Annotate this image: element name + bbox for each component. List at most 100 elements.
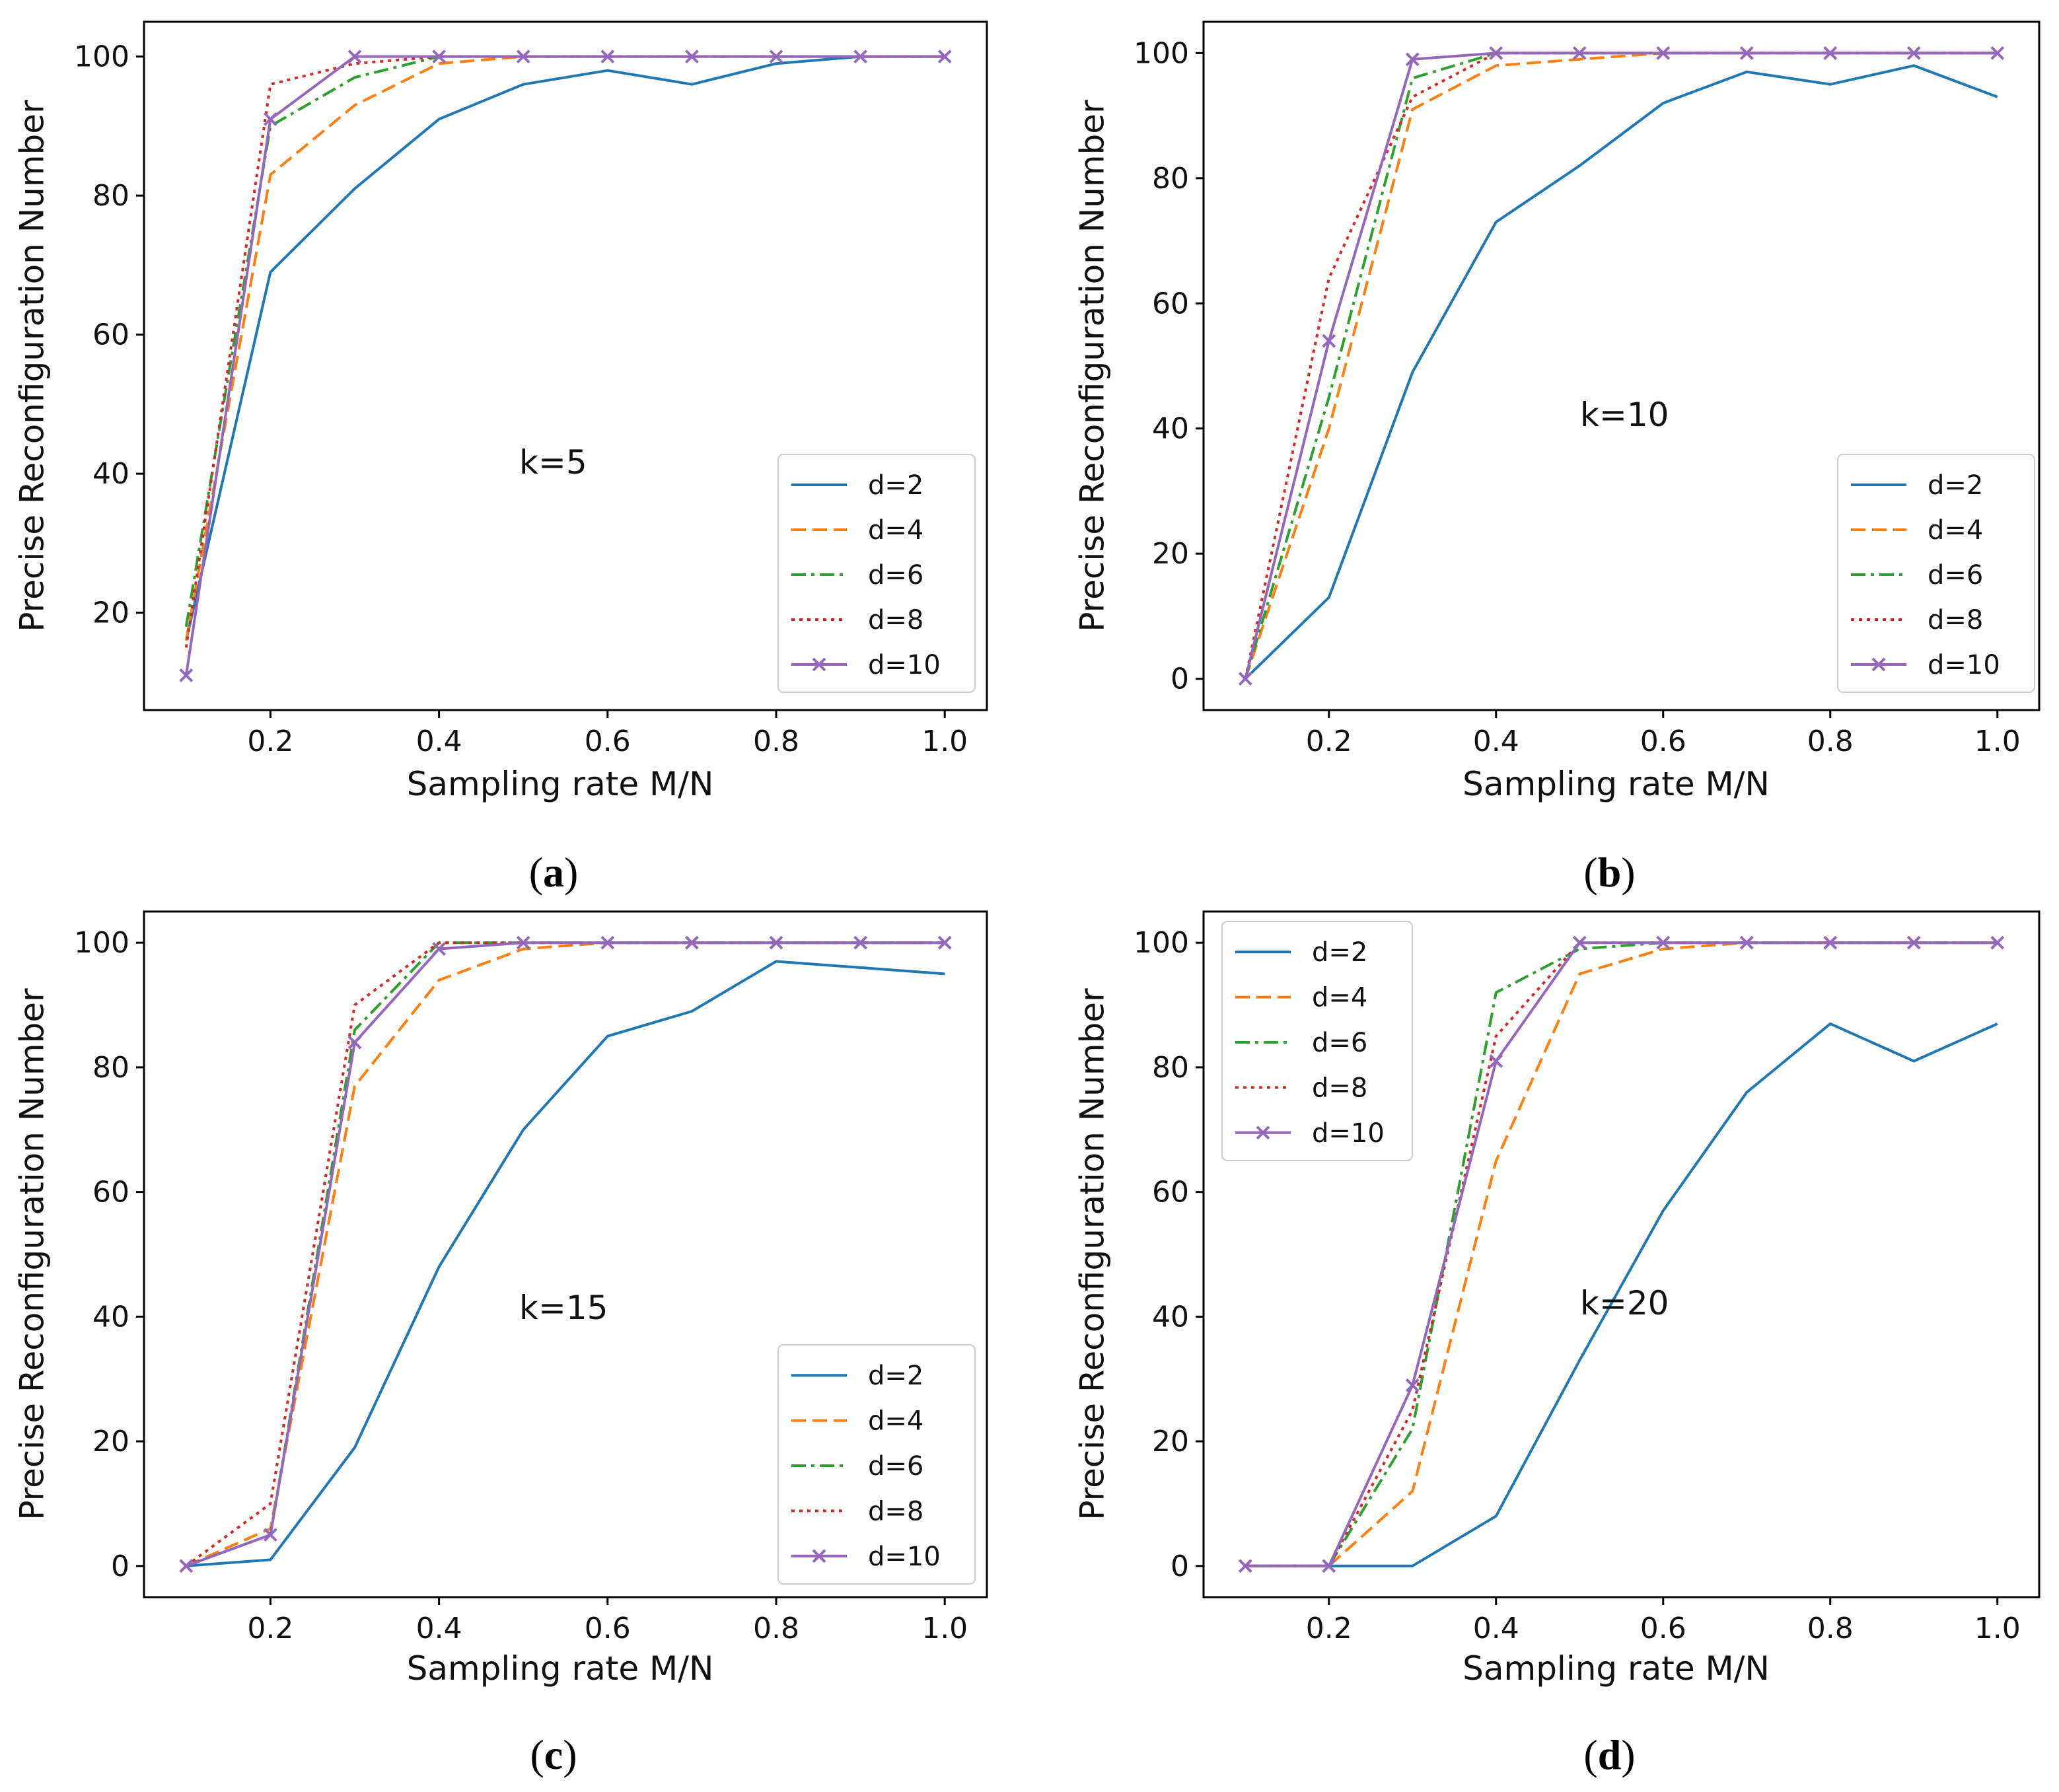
- legend-label: d=10: [868, 1542, 941, 1572]
- x-tick-label: 0.2: [1306, 725, 1352, 758]
- legend-label: d=10: [1928, 650, 2000, 680]
- legend: d=2 d=4 d=6 d=8 d=10: [1221, 921, 1413, 1161]
- legend-box: [1837, 454, 2035, 693]
- data-point-marker: [600, 935, 615, 950]
- legend-item: d=8: [1235, 1073, 1367, 1103]
- panel-caption: (d): [1583, 1731, 1635, 1778]
- legend-item: d=2: [791, 470, 923, 501]
- y-tick-label: 80: [1152, 1051, 1189, 1085]
- data-point-marker: [684, 50, 699, 64]
- x-tick-label: 0.2: [247, 1612, 293, 1645]
- chart-panel-a: 0.2 0.4 0.6 0.8 1.0 20 40 60 80 100 Sampling rate …: [13, 20, 988, 896]
- data-point-marker: [1906, 46, 1921, 60]
- series-line-d10: [186, 941, 945, 1567]
- data-point-marker: [1656, 935, 1671, 950]
- x-tick-label: 0.4: [1473, 1612, 1519, 1645]
- legend-label: d=2: [1312, 937, 1367, 968]
- y-tick-label: 20: [92, 596, 129, 630]
- data-point-marker: [1906, 935, 1921, 950]
- data-point-marker: [1322, 334, 1336, 348]
- series-line-d10: [184, 55, 945, 676]
- y-tick-label: 60: [1152, 1176, 1189, 1209]
- legend-label: d=6: [1928, 560, 1983, 591]
- legend-label: d=4: [1928, 515, 1983, 546]
- series-line-d2: [186, 960, 945, 1567]
- x-tick-label: 1.0: [921, 1612, 968, 1645]
- data-point-marker: [937, 50, 952, 64]
- series-line-d2: [1245, 1022, 1998, 1567]
- axes-frame: [143, 910, 988, 1598]
- k-annotation: k=20: [1580, 1284, 1669, 1322]
- x-tick-label: 0.8: [753, 1612, 799, 1645]
- legend-box: [777, 1344, 976, 1585]
- data-point-marker: [1739, 46, 1754, 60]
- y-tick-label: 20: [1152, 1425, 1189, 1458]
- data-point-marker: [937, 935, 952, 950]
- y-tick-label: 60: [1152, 287, 1189, 320]
- x-axis-label: Sampling rate M/N: [407, 1649, 714, 1688]
- panel-caption: (b): [1583, 849, 1635, 896]
- data-point-marker: [432, 942, 447, 956]
- y-tick-label: 100: [74, 40, 129, 74]
- y-tick-label: 40: [92, 457, 129, 491]
- y-axis-label: Precise Reconfiguration Number: [13, 100, 52, 632]
- data-point-marker: [1739, 935, 1754, 950]
- data-point-marker: [516, 50, 530, 64]
- legend-item: d=8: [1851, 605, 1983, 635]
- data-point-marker: [179, 1559, 194, 1573]
- y-tick-label: 100: [1134, 36, 1189, 70]
- x-tick-label: 0.2: [1306, 1612, 1352, 1645]
- legend-label: d=2: [1928, 470, 1983, 501]
- data-point-marker: [263, 112, 277, 126]
- legend-label: d=6: [868, 1451, 923, 1482]
- data-point-marker: [1238, 1559, 1252, 1573]
- panel-caption: (a): [529, 849, 579, 896]
- data-point-marker: [347, 50, 362, 64]
- y-tick-label: 20: [1152, 537, 1189, 571]
- data-point-marker: [1489, 46, 1503, 60]
- x-tick-label: 1.0: [921, 725, 968, 758]
- chart-panel-b: 0.2 0.4 0.6 0.8 1.0 0 20 40 60 80 100 Sampling rate…: [1073, 20, 2041, 896]
- y-axis-label: Precise Reconfiguration Number: [1073, 988, 1112, 1521]
- legend-item: d=2: [1851, 470, 1983, 501]
- series-line-d2: [184, 55, 945, 641]
- x-tick-label: 0.6: [585, 725, 631, 758]
- x-tick-label: 0.6: [1640, 1612, 1686, 1645]
- series-line-d10: [1245, 941, 1998, 1567]
- data-point-marker: [1405, 1378, 1420, 1392]
- x-tick-label: 0.8: [1807, 725, 1854, 758]
- legend-label: d=8: [868, 1496, 923, 1526]
- y-tick-label: 60: [92, 318, 129, 352]
- data-point-marker: [1405, 52, 1420, 67]
- legend-marker: [1256, 1126, 1270, 1140]
- data-point-marker: [432, 50, 447, 64]
- legend-label: d=4: [868, 515, 923, 546]
- x-tick-label: 0.6: [1640, 725, 1686, 758]
- x-tick-label: 0.2: [247, 725, 293, 758]
- legend-item: d=8: [791, 1496, 923, 1526]
- data-point-marker: [1656, 46, 1671, 60]
- chart-panel-d: 0.2 0.4 0.6 0.8 1.0 0 20 40 60 80 100 Sampling rate…: [1073, 910, 2041, 1778]
- y-axis-label: Precise Reconfiguration Number: [1073, 100, 1112, 632]
- y-tick-label: 80: [92, 179, 129, 213]
- legend-label: d=6: [868, 560, 923, 591]
- x-tick-label: 0.4: [416, 1612, 462, 1645]
- x-tick-label: 1.0: [1974, 725, 2021, 758]
- legend-item: d=10: [791, 1542, 941, 1572]
- x-tick-label: 0.6: [585, 1612, 631, 1645]
- data-point-marker: [263, 1528, 277, 1542]
- legend: d=2 d=4 d=6 d=8 d=10: [777, 454, 976, 693]
- x-tick-label: 1.0: [1974, 1612, 2021, 1645]
- y-tick-label: 0: [111, 1550, 129, 1583]
- data-point-marker: [600, 50, 615, 64]
- data-point-marker: [347, 1035, 362, 1050]
- legend-item: d=2: [1235, 937, 1367, 968]
- data-point-marker: [1572, 46, 1587, 60]
- legend-item: d=4: [1235, 983, 1367, 1013]
- k-annotation: k=10: [1580, 396, 1669, 434]
- y-tick-label: 40: [92, 1300, 129, 1334]
- legend: d=2 d=4 d=6 d=8 d=10: [777, 1344, 976, 1585]
- data-point-marker: [769, 935, 783, 950]
- legend-label: d=4: [868, 1406, 923, 1437]
